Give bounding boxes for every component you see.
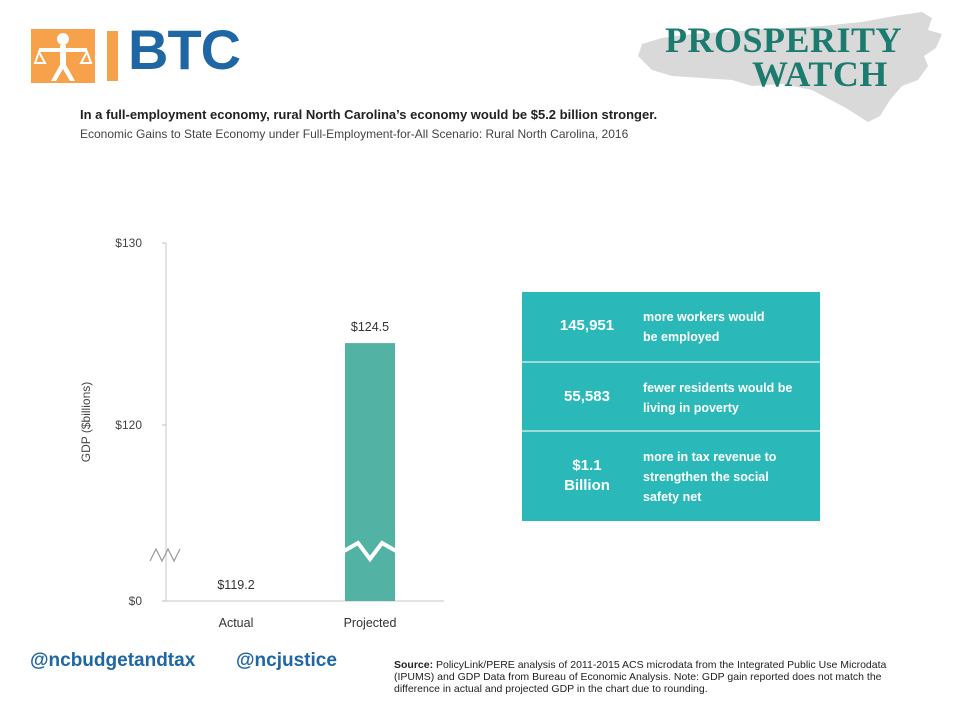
person-balance-icon — [31, 29, 95, 83]
btc-logo: BTC — [128, 18, 241, 81]
source-label: Source: — [394, 659, 434, 671]
stat-value: 55,583 — [564, 388, 610, 405]
x-tick-label: Actual — [219, 616, 254, 630]
twitter-handle-justice[interactable]: @ncjustice — [236, 650, 337, 671]
page-headline: In a full-employment economy, rural Nort… — [80, 107, 658, 122]
x-tick-label: Projected — [344, 616, 397, 630]
source-note: Source: PolicyLink/PERE analysis of 2011… — [394, 659, 924, 695]
y-tick-label: $120 — [115, 418, 142, 432]
axis-break-marker — [149, 547, 181, 563]
y-tick-label: $0 — [129, 594, 143, 608]
stat-description: more in tax revenue to strengthen the so… — [643, 450, 777, 504]
watch-title: WATCH — [752, 54, 888, 94]
stat-value: $1.1 Billion — [564, 457, 610, 494]
stat-row-workers: 145,951 more workers would be employed — [522, 292, 820, 360]
data-label: $119.2 — [217, 578, 254, 592]
prosperity-title: PROSPERITY — [665, 20, 903, 60]
twitter-handle-budget[interactable]: @ncbudgetandtax — [30, 650, 196, 671]
north-carolina-map-icon — [638, 12, 942, 122]
stat-description: fewer residents would be living in pover… — [643, 381, 793, 415]
stat-row-poverty: 55,583 fewer residents would be living i… — [522, 361, 820, 431]
y-tick-label: $130 — [115, 236, 142, 250]
y-axis-label: GDP ($billions) — [79, 382, 93, 462]
bar-break-marker — [343, 540, 397, 563]
chart-subtitle: Economic Gains to State Economy under Fu… — [80, 127, 629, 141]
source-text: PolicyLink/PERE analysis of 2011-2015 AC… — [394, 659, 887, 695]
bar-break-marker — [209, 540, 263, 563]
data-label: $124.5 — [351, 320, 389, 334]
gdp-bar-chart: $0 $120 $130 GDP ($billions) $119.2 Actual $12… — [79, 236, 444, 630]
stat-row-tax: $1.1 Billion more in tax revenue to stre… — [522, 430, 820, 523]
logo-divider — [107, 31, 118, 81]
stats-panel: 145,951 more workers would be employed 5… — [522, 292, 820, 521]
stat-description: more workers would be employed — [643, 310, 765, 344]
stat-value: 145,951 — [559, 317, 615, 334]
